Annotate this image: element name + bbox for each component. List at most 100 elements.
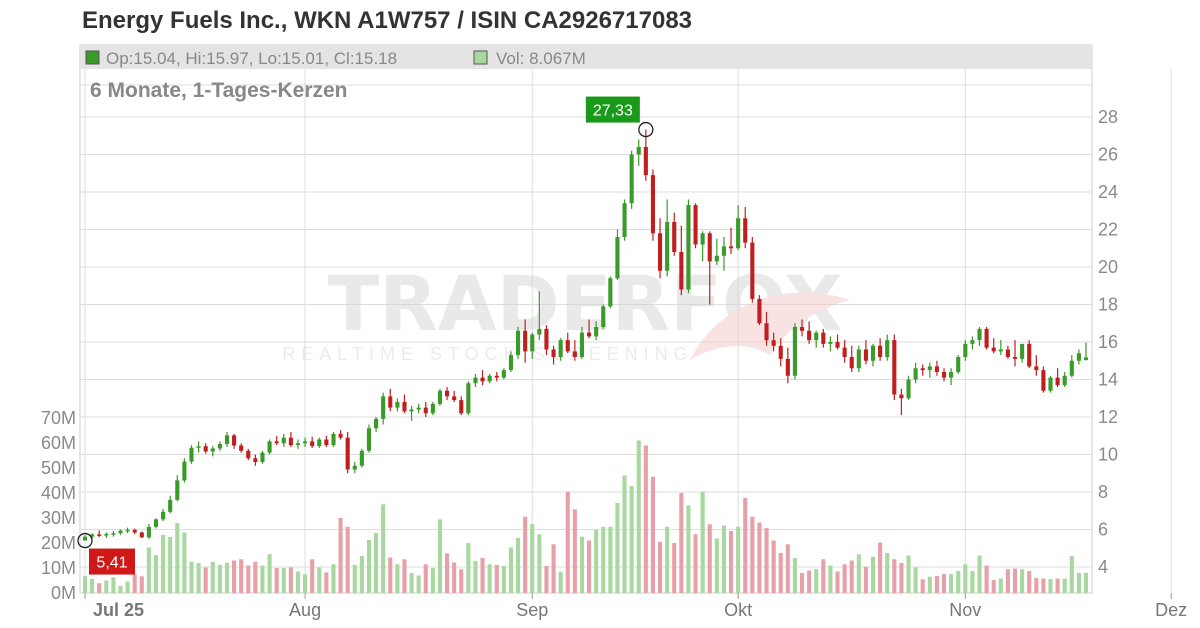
candle-body bbox=[395, 402, 400, 408]
volume-bar bbox=[956, 571, 961, 593]
volume-tick-label: 30M bbox=[41, 508, 76, 528]
volume-bar bbox=[111, 577, 116, 593]
volume-bar bbox=[792, 558, 797, 593]
volume-tick-label: 60M bbox=[41, 433, 76, 453]
volume-readout: Vol: 8.067M bbox=[496, 49, 586, 68]
volume-bar bbox=[303, 574, 308, 593]
candle-body bbox=[721, 246, 726, 256]
candle-body bbox=[210, 448, 215, 452]
volume-bar bbox=[210, 561, 215, 593]
volume-bar bbox=[480, 558, 485, 593]
volume-bar bbox=[828, 565, 833, 593]
volume-axis: 0M 10M 20M 30M 40M 50M 60M 70M bbox=[41, 408, 76, 603]
candle-body bbox=[1005, 349, 1010, 357]
price-tick-label: 14 bbox=[1098, 370, 1118, 390]
price-tick-label: 18 bbox=[1098, 295, 1118, 315]
candle-body bbox=[175, 480, 180, 500]
volume-bar bbox=[253, 561, 258, 593]
volume-bar bbox=[388, 557, 393, 593]
volume-bar bbox=[1062, 578, 1067, 593]
volume-bar bbox=[494, 565, 499, 593]
candle-body bbox=[586, 332, 592, 337]
candle-body bbox=[750, 242, 755, 299]
volume-bar bbox=[232, 560, 237, 593]
candle-body bbox=[473, 377, 478, 384]
volume-tick-label: 10M bbox=[41, 558, 76, 578]
candle-body bbox=[487, 375, 492, 382]
volume-bar bbox=[260, 565, 265, 593]
volume-bar bbox=[927, 576, 932, 593]
volume-bar bbox=[814, 569, 819, 593]
candle-body bbox=[856, 349, 861, 369]
volume-bar bbox=[402, 559, 407, 593]
volume-bar bbox=[515, 538, 521, 593]
candle-body bbox=[338, 433, 343, 438]
candle-body bbox=[643, 147, 648, 176]
volume-bar bbox=[608, 526, 613, 593]
month-label: Sep bbox=[516, 600, 548, 620]
candle-body bbox=[232, 435, 237, 446]
candle-body bbox=[594, 327, 599, 337]
volume-bar bbox=[1041, 578, 1046, 593]
volume-bar bbox=[345, 526, 350, 593]
volume-bar bbox=[594, 530, 599, 593]
candle-body bbox=[246, 450, 251, 459]
month-axis: Jul 25 Aug Sep Okt Nov Dez bbox=[84, 593, 1187, 620]
volume-bar bbox=[1083, 572, 1089, 593]
candle-body bbox=[153, 519, 159, 527]
candle-body bbox=[459, 400, 464, 414]
price-tick-label: 24 bbox=[1098, 182, 1118, 202]
candle-body bbox=[111, 533, 116, 535]
volume-bar bbox=[728, 531, 734, 593]
volume-bar bbox=[714, 538, 719, 593]
volume-bar bbox=[672, 543, 677, 593]
volume-bar bbox=[750, 516, 755, 593]
volume-bar bbox=[650, 476, 656, 593]
price-tick-label: 8 bbox=[1098, 482, 1108, 502]
candle-body bbox=[665, 222, 670, 271]
volume-bar bbox=[1005, 569, 1010, 593]
volume-bar bbox=[963, 564, 968, 593]
volume-bar bbox=[153, 555, 159, 593]
candle-body bbox=[515, 330, 521, 356]
candle-body bbox=[785, 358, 790, 376]
candle-body bbox=[324, 439, 329, 446]
candle-body bbox=[885, 340, 890, 357]
candle-body bbox=[118, 530, 123, 534]
candle-body bbox=[835, 342, 840, 348]
candle-body bbox=[615, 237, 620, 279]
min-marker-ring bbox=[77, 532, 93, 549]
volume-bar bbox=[878, 542, 883, 593]
price-tick-label: 12 bbox=[1098, 407, 1118, 427]
volume-bar bbox=[430, 568, 435, 593]
fox-logo-icon bbox=[690, 292, 850, 360]
candle-body bbox=[381, 396, 386, 419]
candle-body bbox=[445, 390, 450, 397]
watermark: TRADERFOX REALTIME STOCK SCREENING bbox=[282, 259, 850, 364]
volume-bar bbox=[125, 581, 130, 593]
volume-bar bbox=[473, 561, 478, 593]
volume-bar bbox=[764, 528, 769, 593]
candle-body bbox=[508, 355, 514, 371]
candle-body bbox=[807, 330, 812, 341]
candle-body bbox=[998, 349, 1003, 352]
volume-bar bbox=[970, 571, 975, 593]
candle-body bbox=[899, 394, 904, 399]
candle-body bbox=[700, 233, 705, 245]
price-tick-label: 28 bbox=[1098, 107, 1118, 127]
volume-bar bbox=[366, 540, 372, 593]
candle-body bbox=[601, 306, 606, 327]
volume-bar bbox=[998, 578, 1003, 593]
candle-body bbox=[757, 298, 762, 324]
candle-body bbox=[984, 328, 989, 348]
volume-bar bbox=[863, 566, 868, 593]
candle-body bbox=[530, 334, 535, 352]
candle-body bbox=[814, 332, 819, 341]
price-tick-label: 16 bbox=[1098, 332, 1118, 352]
candle-body bbox=[920, 368, 925, 371]
candle-body bbox=[139, 532, 144, 538]
volume-bar bbox=[452, 562, 457, 593]
candle-body bbox=[182, 461, 187, 481]
volume-bar bbox=[778, 553, 783, 593]
candle-body bbox=[622, 203, 627, 237]
